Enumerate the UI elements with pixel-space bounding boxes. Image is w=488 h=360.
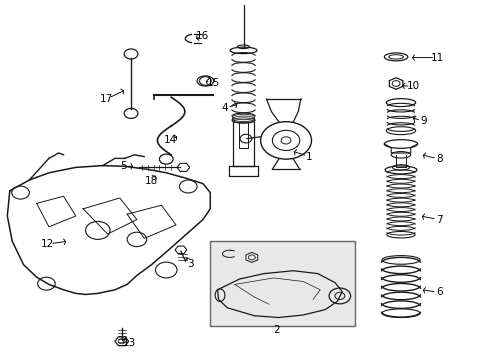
Text: 5: 5: [120, 161, 126, 171]
Text: 3: 3: [187, 258, 194, 269]
Bar: [210, 241, 354, 326]
Text: 11: 11: [430, 53, 444, 63]
Text: 14: 14: [163, 135, 177, 145]
Text: 2: 2: [272, 325, 279, 336]
Text: 8: 8: [435, 154, 442, 164]
Text: 18: 18: [144, 176, 158, 186]
Text: 4: 4: [221, 103, 228, 113]
Text: 7: 7: [435, 215, 442, 225]
Text: 17: 17: [100, 94, 113, 104]
Text: 13: 13: [122, 338, 136, 348]
Text: 10: 10: [406, 81, 419, 91]
Text: 15: 15: [206, 78, 220, 88]
Text: 12: 12: [41, 239, 55, 249]
Text: 16: 16: [196, 31, 209, 41]
Text: 1: 1: [305, 152, 312, 162]
Text: 9: 9: [419, 116, 426, 126]
Text: 6: 6: [435, 287, 442, 297]
